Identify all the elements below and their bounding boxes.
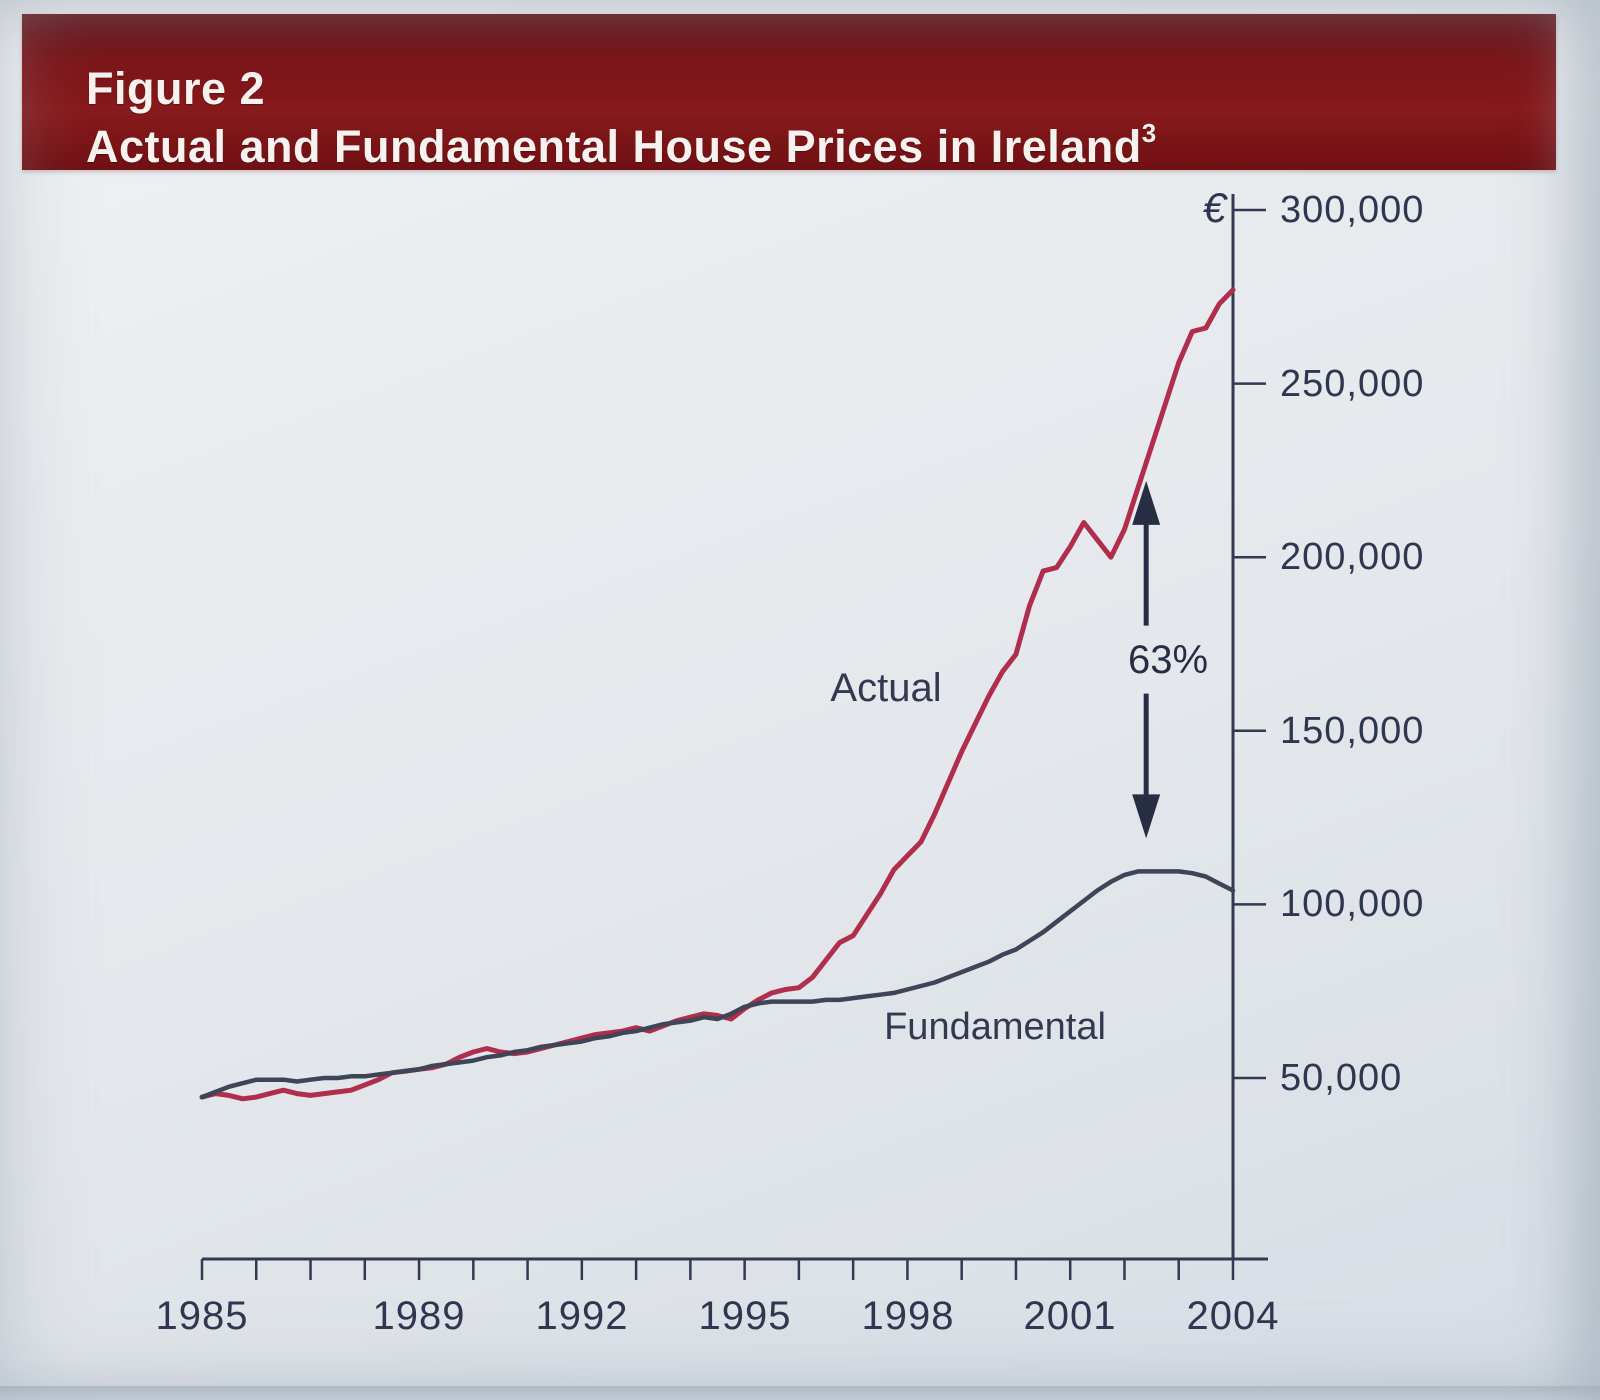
series-line-actual <box>199 287 1236 1102</box>
x-tick-label-2001: 2001 <box>1023 1294 1117 1338</box>
x-tick-label-1995: 1995 <box>698 1294 792 1338</box>
x-tick-label-1992: 1992 <box>535 1294 629 1338</box>
y-tick-label-50000: 50,000 <box>1280 1057 1403 1099</box>
x-tick-label-2004: 2004 <box>1186 1294 1280 1338</box>
gap-arrow-head-up <box>1132 480 1161 525</box>
currency-unit-label: € <box>1202 184 1226 231</box>
series-line-fundamental <box>199 869 1236 1100</box>
footnote-marker: 3 <box>1141 118 1157 148</box>
gap-annotation-label: 63% <box>1127 638 1209 682</box>
figure-title-text: Figure 2 Actual and Fundamental House Pr… <box>86 64 1157 171</box>
y-tick-label-250000: 250,000 <box>1280 363 1425 405</box>
x-tick-label-1985: 1985 <box>155 1294 249 1338</box>
figure-label: Figure 2 <box>86 63 266 114</box>
figure-title: Actual and Fundamental House Prices in I… <box>86 118 1157 172</box>
page-bottom-edge <box>0 1386 1600 1400</box>
y-tick-label-150000: 150,000 <box>1280 710 1425 752</box>
figure-title-band: Figure 2 Actual and Fundamental House Pr… <box>22 14 1556 171</box>
series-label-actual: Actual <box>830 666 942 710</box>
gap-arrow-head-down <box>1132 794 1161 839</box>
x-tick-label-1989: 1989 <box>372 1294 466 1338</box>
y-tick-label-300000: 300,000 <box>1280 189 1425 231</box>
series-label-fundamental: Fundamental <box>884 1006 1106 1048</box>
x-tick-label-1998: 1998 <box>861 1294 955 1338</box>
y-tick-label-200000: 200,000 <box>1280 536 1425 578</box>
y-tick-label-100000: 100,000 <box>1280 883 1425 925</box>
